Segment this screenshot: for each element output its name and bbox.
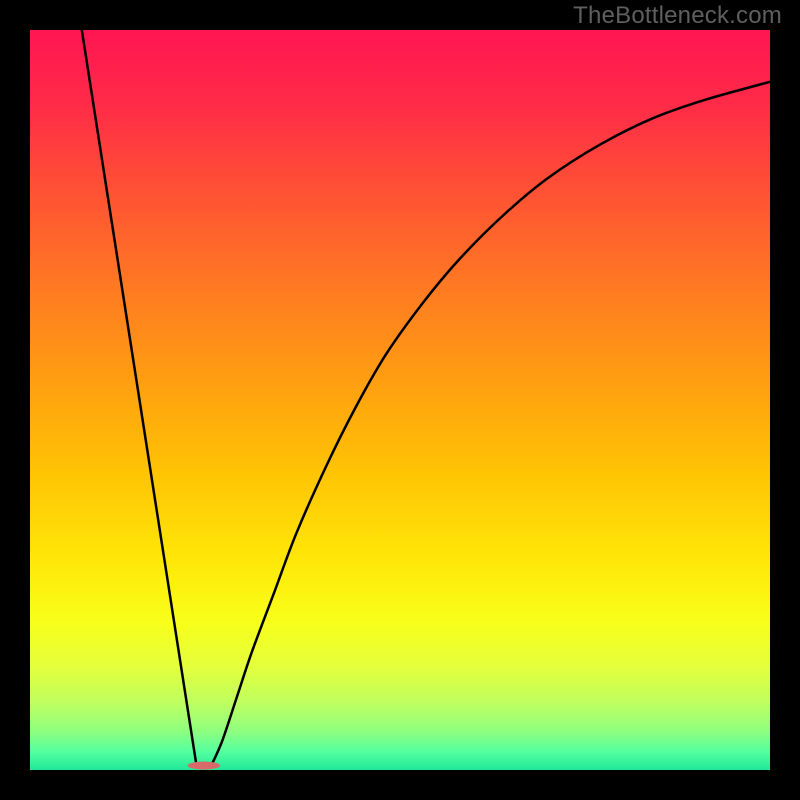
plot-background [30,30,770,770]
bottleneck-marker [188,762,221,770]
watermark-text: TheBottleneck.com [573,2,782,30]
chart-container: TheBottleneck.com [0,0,800,800]
bottleneck-chart [0,0,800,800]
